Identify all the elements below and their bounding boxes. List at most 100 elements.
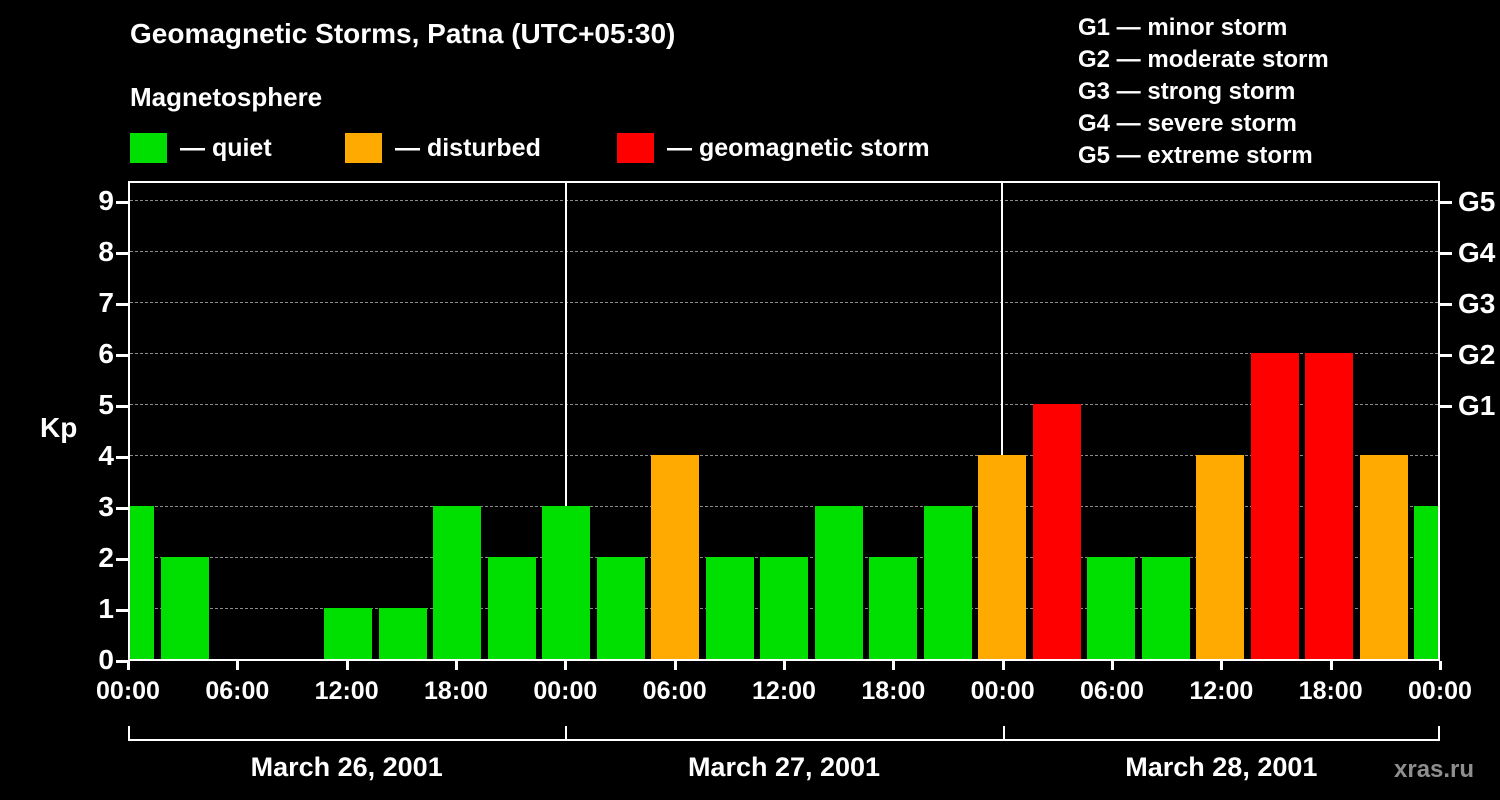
x-tick-label: 18:00 bbox=[861, 677, 926, 705]
kp-bar bbox=[978, 455, 1026, 659]
y-tick-label: 7 bbox=[98, 287, 114, 318]
day-separator bbox=[565, 183, 567, 659]
y-tick bbox=[116, 456, 128, 459]
kp-bar bbox=[869, 557, 917, 659]
x-tick bbox=[345, 661, 349, 670]
kp-bar bbox=[1196, 455, 1244, 659]
grid-line bbox=[130, 302, 1438, 303]
storm-scale-legend: G1 — minor storm G2 — moderate storm G3 — … bbox=[1078, 12, 1329, 172]
kp-bar bbox=[1250, 353, 1299, 659]
x-tick bbox=[892, 661, 896, 670]
legend-item-storm: — geomagnetic storm bbox=[617, 132, 930, 164]
grid-line bbox=[130, 251, 1438, 252]
y-tick bbox=[116, 660, 128, 663]
kp-bar bbox=[160, 557, 209, 659]
y-tick-label: 0 bbox=[98, 644, 114, 675]
x-tick bbox=[1439, 661, 1442, 670]
kp-bar bbox=[1359, 455, 1408, 659]
y-tick-label: 3 bbox=[98, 491, 114, 522]
x-tick-label: 00:00 bbox=[533, 677, 598, 705]
y-tick bbox=[116, 252, 128, 255]
y-tick bbox=[116, 609, 128, 612]
right-tick bbox=[1440, 354, 1452, 357]
kp-color-legend: — quiet — disturbed — geomagnetic storm bbox=[0, 132, 1100, 166]
y-tick-label: 2 bbox=[98, 542, 114, 573]
y-tick bbox=[116, 201, 128, 204]
kp-bar bbox=[760, 557, 808, 659]
date-bracket-cap bbox=[565, 726, 568, 741]
right-axis-label: G5 bbox=[1458, 186, 1496, 217]
kp-bar bbox=[1141, 557, 1190, 659]
y-tick bbox=[116, 558, 128, 561]
x-tick bbox=[455, 661, 458, 670]
right-axis-label: G1 bbox=[1458, 390, 1496, 421]
right-axis-label: G2 bbox=[1458, 339, 1496, 370]
x-tick bbox=[783, 661, 786, 670]
legend-swatch-disturbed bbox=[345, 133, 382, 163]
x-tick-label: 00:00 bbox=[970, 677, 1035, 705]
storm-scale-line: G4 — severe storm bbox=[1078, 110, 1297, 137]
right-tick bbox=[1440, 201, 1452, 204]
x-tick-label: 12:00 bbox=[1189, 677, 1254, 705]
right-tick bbox=[1440, 303, 1452, 306]
x-tick-label: 18:00 bbox=[1298, 677, 1363, 705]
storm-scale-line: G5 — extreme storm bbox=[1078, 142, 1313, 169]
date-label: March 27, 2001 bbox=[687, 752, 881, 782]
kp-bar bbox=[542, 506, 590, 659]
date-label: March 28, 2001 bbox=[1125, 752, 1318, 782]
x-tick bbox=[236, 661, 240, 670]
kp-bar bbox=[378, 608, 427, 659]
kp-bar bbox=[651, 455, 699, 659]
legend-swatch-storm bbox=[617, 133, 654, 163]
grid-line bbox=[130, 404, 1438, 405]
kp-bar bbox=[324, 608, 372, 659]
x-tick bbox=[1329, 661, 1333, 670]
x-tick bbox=[1001, 661, 1005, 670]
x-tick bbox=[564, 661, 568, 670]
x-tick-label: 06:00 bbox=[205, 677, 270, 705]
grid-line bbox=[130, 455, 1438, 456]
kp-bar bbox=[1414, 506, 1438, 659]
grid-line bbox=[130, 200, 1438, 201]
x-tick-label: 06:00 bbox=[1080, 677, 1144, 705]
x-tick bbox=[1220, 661, 1224, 670]
y-tick-label: 6 bbox=[98, 338, 114, 369]
legend-label: — quiet bbox=[180, 133, 272, 162]
plot-inner bbox=[130, 183, 1438, 659]
x-tick-label: 00:00 bbox=[1408, 677, 1472, 705]
y-tick-label: 4 bbox=[98, 440, 114, 471]
kp-bar bbox=[596, 557, 645, 659]
legend-item-disturbed: — disturbed bbox=[345, 132, 541, 164]
date-bracket-cap bbox=[1002, 726, 1005, 741]
kp-bar bbox=[130, 506, 154, 659]
right-axis-label: G3 bbox=[1458, 288, 1496, 319]
watermark: xras.ru bbox=[1394, 756, 1475, 783]
kp-bar bbox=[433, 506, 481, 659]
chart-subtitle: Magnetosphere bbox=[130, 82, 323, 112]
x-tick bbox=[127, 661, 130, 670]
date-bracket bbox=[128, 739, 1440, 741]
storm-scale-line: G3 — strong storm bbox=[1078, 78, 1296, 105]
y-tick bbox=[116, 405, 128, 408]
x-tick-label: 12:00 bbox=[314, 677, 379, 705]
kp-bar bbox=[814, 506, 863, 659]
date-bracket-cap bbox=[128, 726, 130, 741]
x-tick-label: 12:00 bbox=[752, 677, 816, 705]
grid-line bbox=[130, 353, 1438, 354]
legend-label: — geomagnetic storm bbox=[667, 133, 930, 162]
y-tick-label: 1 bbox=[98, 593, 114, 624]
kp-bar bbox=[1087, 557, 1135, 659]
x-tick-label: 06:00 bbox=[642, 677, 707, 705]
legend-label: — disturbed bbox=[395, 133, 541, 162]
legend-item-quiet: — quiet bbox=[130, 132, 272, 164]
right-axis-label: G4 bbox=[1458, 237, 1496, 268]
y-tick-label: 9 bbox=[98, 185, 114, 216]
chart-title: Geomagnetic Storms, Patna (UTC+05:30) bbox=[130, 18, 676, 49]
legend-swatch-quiet bbox=[130, 133, 167, 163]
kp-bar bbox=[487, 557, 536, 659]
y-axis-title: Kp bbox=[40, 412, 78, 443]
kp-bar bbox=[923, 506, 972, 659]
x-tick bbox=[1111, 661, 1114, 670]
x-tick-label: 00:00 bbox=[96, 677, 160, 705]
right-tick bbox=[1440, 405, 1452, 408]
